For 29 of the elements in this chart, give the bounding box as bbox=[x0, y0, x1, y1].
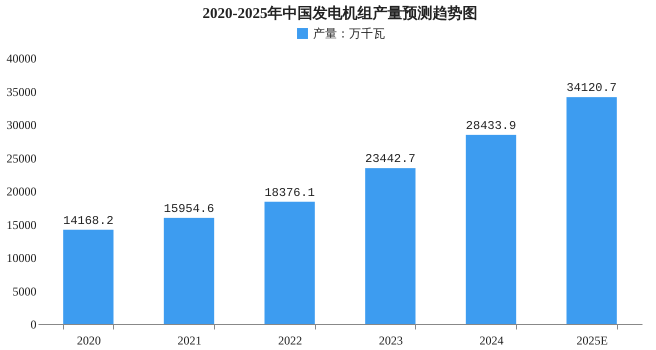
bar bbox=[63, 230, 114, 324]
x-tick-label: 2025E bbox=[576, 334, 608, 348]
bar bbox=[164, 218, 214, 324]
data-label: 23442.7 bbox=[365, 152, 416, 166]
data-label: 34120.7 bbox=[566, 81, 617, 96]
x-tick-label: 2020 bbox=[76, 334, 101, 348]
data-label: 18376.1 bbox=[264, 186, 315, 200]
bar bbox=[566, 97, 617, 324]
legend-label: 产量：万千瓦 bbox=[313, 26, 385, 40]
y-tick-label: 35000 bbox=[6, 84, 36, 99]
y-tick-label: 10000 bbox=[6, 251, 36, 265]
y-tick-label: 0 bbox=[30, 318, 36, 332]
data-label: 28433.9 bbox=[466, 118, 516, 133]
bar bbox=[365, 168, 416, 324]
chart-title: 2020-2025年中国发电机组产量预测趋势图 bbox=[202, 5, 478, 22]
y-tick-label: 25000 bbox=[6, 151, 36, 166]
y-tick-label: 30000 bbox=[6, 118, 36, 132]
y-tick-label: 20000 bbox=[6, 184, 36, 198]
x-tick-label: 2024 bbox=[480, 334, 504, 348]
y-tick-label: 5000 bbox=[12, 284, 36, 298]
x-tick-label: 2021 bbox=[178, 334, 202, 348]
x-tick-label: 2023 bbox=[378, 334, 403, 348]
y-tick-label: 40000 bbox=[6, 52, 36, 66]
data-label: 14168.2 bbox=[63, 214, 114, 228]
data-label: 15954.6 bbox=[164, 202, 214, 216]
y-tick-label: 15000 bbox=[6, 218, 36, 232]
bar bbox=[264, 202, 315, 324]
x-tick-label: 2022 bbox=[278, 334, 302, 348]
bar bbox=[466, 134, 516, 324]
